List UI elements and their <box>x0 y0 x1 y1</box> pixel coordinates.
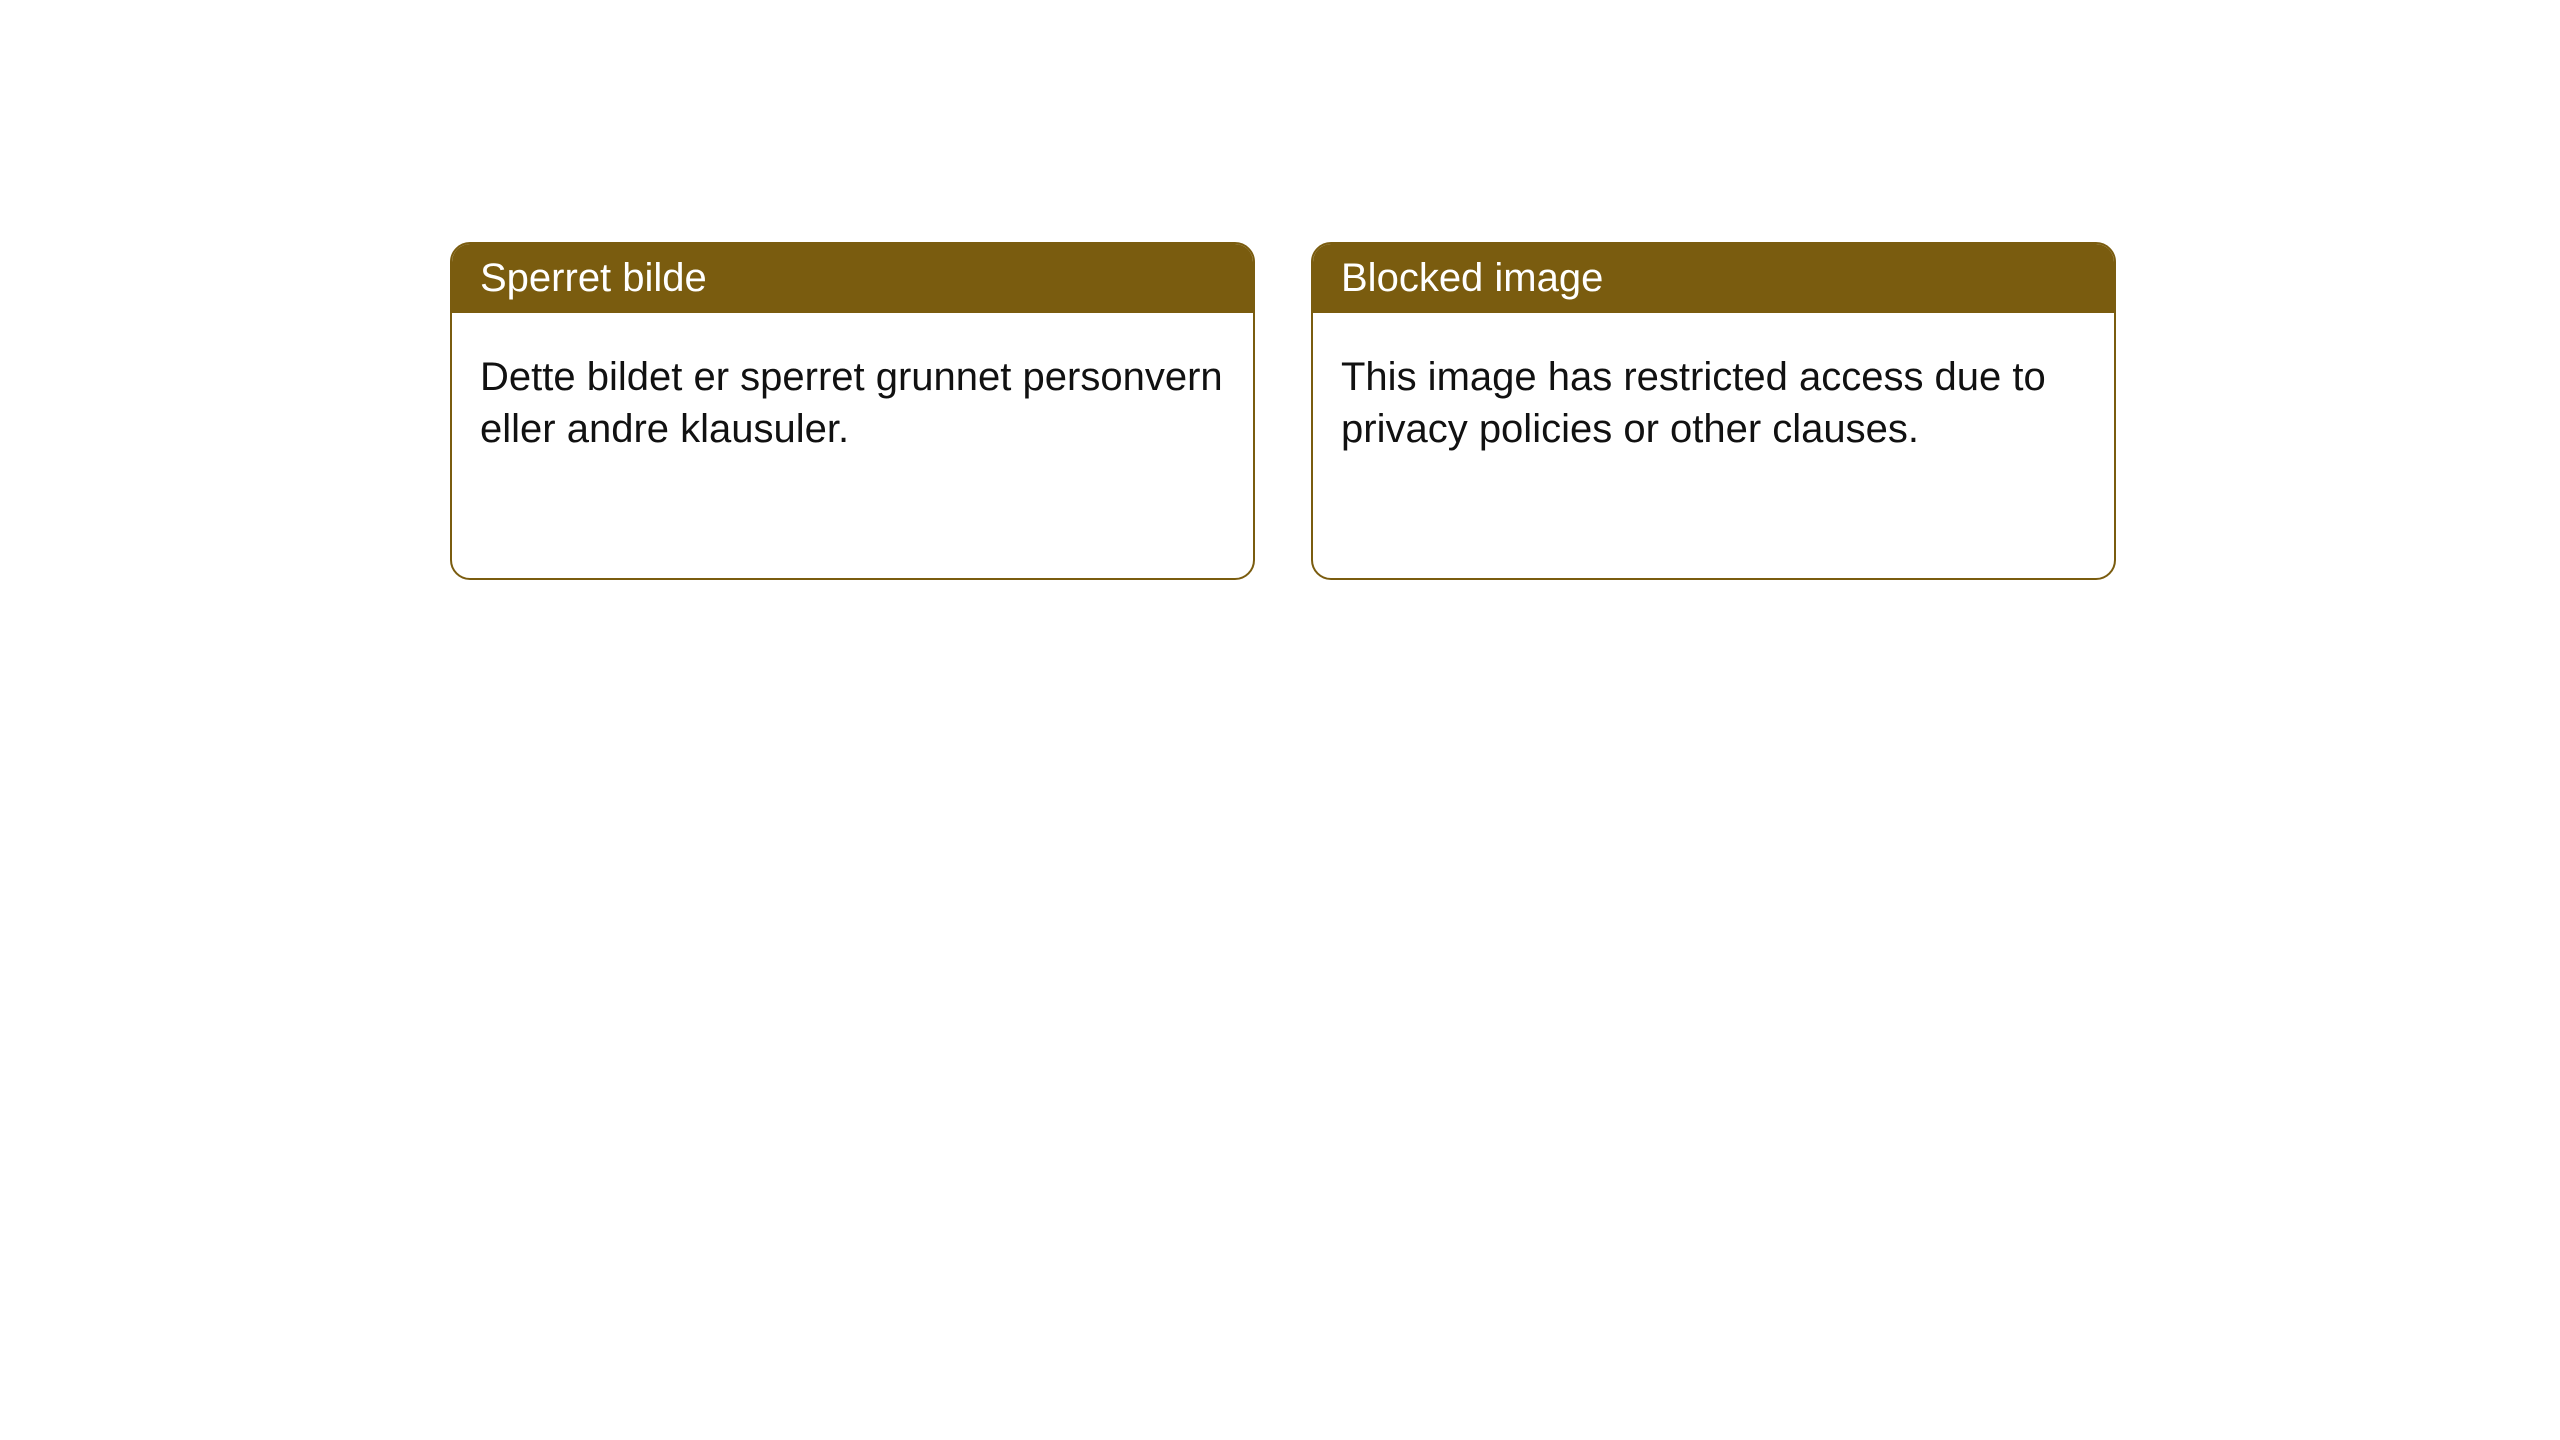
notice-card-norwegian: Sperret bilde Dette bildet er sperret gr… <box>450 242 1255 580</box>
notice-card-english: Blocked image This image has restricted … <box>1311 242 2116 580</box>
notice-body: Dette bildet er sperret grunnet personve… <box>452 313 1253 493</box>
notice-title: Sperret bilde <box>452 244 1253 313</box>
notice-body: This image has restricted access due to … <box>1313 313 2114 493</box>
notice-title: Blocked image <box>1313 244 2114 313</box>
notice-container: Sperret bilde Dette bildet er sperret gr… <box>0 0 2560 580</box>
